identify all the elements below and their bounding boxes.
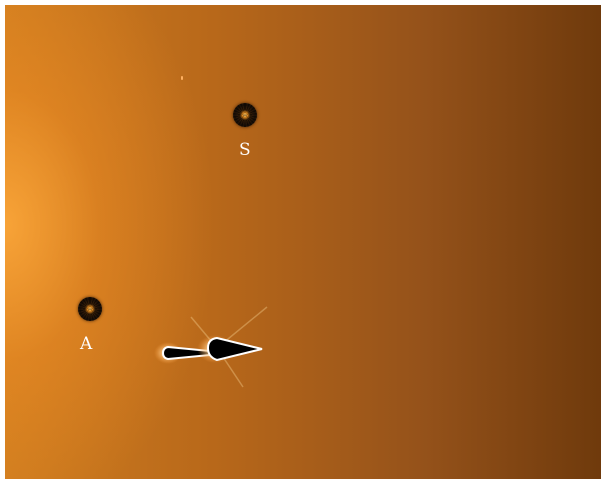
source-label-s: S bbox=[239, 140, 251, 160]
masked-source-a bbox=[78, 297, 102, 321]
telescope-image: S A bbox=[5, 5, 601, 479]
faint-speck bbox=[181, 76, 183, 80]
bright-stars bbox=[154, 306, 268, 388]
star-right-core bbox=[206, 336, 263, 362]
masked-source-s bbox=[233, 103, 257, 127]
source-label-a: A bbox=[80, 334, 93, 354]
